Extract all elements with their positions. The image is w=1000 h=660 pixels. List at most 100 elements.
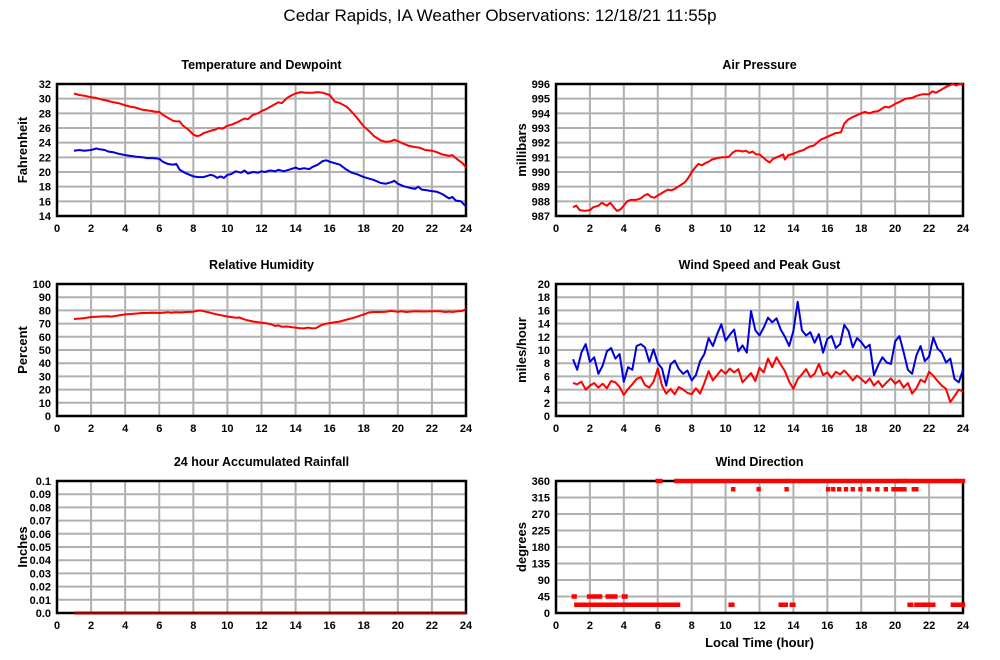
y-tick-label: 0.04	[30, 555, 52, 567]
y-tick-label: 315	[532, 493, 550, 505]
chart-title: Air Pressure	[722, 58, 796, 72]
x-tick-label: 24	[460, 423, 473, 435]
x-tick-label: 18	[855, 620, 867, 632]
plot-frame	[554, 282, 965, 418]
x-tick-label: 22	[923, 423, 935, 435]
x-tick-label: 2	[88, 423, 94, 435]
chart-title: Relative Humidity	[209, 258, 314, 272]
y-tick-label: 6	[544, 371, 550, 383]
x-tick-label: 16	[324, 223, 336, 235]
y-tick-label: 990	[532, 167, 550, 179]
y-tick-label: 991	[532, 152, 550, 164]
y-tick-label: 270	[532, 509, 550, 521]
y-axis-label: Percent	[15, 325, 30, 373]
x-tick-label: 6	[156, 620, 162, 632]
x-tick-label: 20	[392, 423, 404, 435]
y-tick-label: 988	[532, 196, 550, 208]
x-tick-label: 0	[553, 620, 559, 632]
x-tick-label: 6	[655, 223, 661, 235]
x-tick-label: 20	[889, 223, 901, 235]
y-tick-label: 16	[538, 305, 550, 317]
x-tick-label: 8	[689, 620, 695, 632]
x-tick-label: 4	[621, 423, 628, 435]
x-tick-label: 22	[923, 223, 935, 235]
y-tick-label: 0.05	[30, 542, 51, 554]
y-tick-label: 14	[538, 319, 551, 331]
x-tick-label: 0	[553, 223, 559, 235]
chart-canvas: Wind Directiondegrees0459013518022527031…	[514, 455, 970, 650]
y-tick-label: 18	[39, 182, 51, 194]
x-tick-label: 2	[587, 223, 593, 235]
x-tick-label: 14	[289, 223, 302, 235]
y-tick-label: 995	[532, 94, 550, 106]
x-tick-label: 10	[719, 620, 731, 632]
y-tick-label: 28	[39, 108, 51, 120]
x-tick-label: 6	[156, 423, 162, 435]
y-tick-label: 12	[538, 332, 550, 344]
x-tick-label: 8	[190, 423, 196, 435]
x-tick-label: 12	[753, 223, 765, 235]
x-tick-label: 24	[957, 423, 970, 435]
y-tick-label: 22	[39, 152, 51, 164]
y-tick-label: 20	[538, 279, 550, 291]
y-tick-label: 24	[39, 138, 52, 150]
x-tick-label: 24	[460, 223, 473, 235]
x-tick-label: 18	[855, 423, 867, 435]
y-tick-label: 0.08	[30, 502, 51, 514]
y-tick-label: 32	[39, 79, 51, 91]
x-tick-label: 22	[923, 620, 935, 632]
y-tick-label: 70	[39, 319, 51, 331]
x-tick-label: 20	[889, 620, 901, 632]
series-temperature-line	[73, 91, 467, 169]
y-axis-label: miles/hour	[514, 317, 529, 383]
y-tick-label: 0.0	[36, 608, 51, 620]
y-tick-label: 0.06	[30, 529, 51, 541]
chart-wind-direction: Wind Direction degrees 0 45 90 135 180 225 270 31…	[499, 442, 999, 660]
y-tick-label: 90	[538, 575, 550, 587]
y-tick-label: 0.09	[30, 489, 51, 501]
x-tick-label: 2	[587, 620, 593, 632]
y-tick-label: 0.1	[36, 476, 51, 488]
y-tick-label: 100	[33, 279, 51, 291]
chart-air-pressure: Air Pressure millibars 987 988 989 990 991 992 9…	[499, 45, 999, 245]
x-tick-label: 22	[426, 620, 438, 632]
x-tick-label: 14	[787, 223, 800, 235]
plot-frame	[554, 82, 965, 218]
y-tick-label: 0	[45, 411, 51, 423]
x-tick-label: 24	[957, 620, 970, 632]
chart-title: Temperature and Dewpoint	[181, 58, 342, 72]
x-tick-label: 12	[753, 423, 765, 435]
x-tick-label: 0	[553, 423, 559, 435]
y-tick-label: 0.01	[30, 595, 51, 607]
x-tick-label: 4	[122, 423, 129, 435]
chart-canvas: Temperature and Dewpoint Fahrenheit 14 16 18…	[15, 58, 473, 235]
x-tick-label: 18	[358, 620, 370, 632]
page-title: Cedar Rapids, IA Weather Observations: 1…	[283, 6, 717, 25]
y-tick-label: 80	[39, 305, 51, 317]
chart-relative-humidity: Relative Humidity Percent 0 10 20 30 40 50 60 70 8…	[0, 245, 500, 445]
y-tick-label: 987	[532, 211, 550, 223]
x-tick-label: 10	[221, 620, 233, 632]
x-tick-label: 4	[621, 620, 628, 632]
x-tick-label: 4	[122, 620, 129, 632]
x-tick-label: 14	[787, 620, 800, 632]
y-tick-label: 30	[39, 94, 51, 106]
x-tick-label: 2	[88, 620, 94, 632]
y-tick-label: 18	[538, 292, 550, 304]
chart-temperature-dewpoint: Temperature and Dewpoint Fahrenheit 14 16 18…	[0, 45, 500, 245]
x-tick-label: 10	[719, 423, 731, 435]
x-tick-label: 8	[689, 423, 695, 435]
x-tick-label: 10	[221, 223, 233, 235]
x-tick-label: 14	[289, 423, 302, 435]
series-relative_humidity-line	[73, 307, 467, 330]
x-tick-label: 16	[821, 620, 833, 632]
x-tick-label: 8	[689, 223, 695, 235]
series-pressure-line	[572, 83, 963, 212]
y-tick-label: 2	[544, 398, 550, 410]
x-tick-label: 24	[460, 620, 473, 632]
y-axis-label: degrees	[514, 522, 529, 572]
y-tick-label: 0.03	[30, 568, 51, 580]
y-axis-label: millibars	[514, 123, 529, 176]
chart-title: 24 hour Accumulated Rainfall	[174, 455, 349, 469]
